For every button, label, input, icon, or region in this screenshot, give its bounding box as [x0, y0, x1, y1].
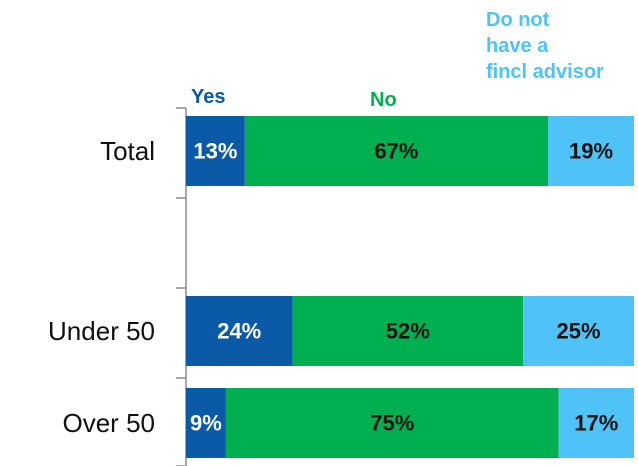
data-label: 9% [190, 411, 222, 436]
data-label: 24% [217, 319, 261, 344]
category-label: Total [100, 136, 155, 166]
data-label: 19% [569, 139, 613, 164]
data-label: 67% [374, 139, 418, 164]
category-label: Over 50 [63, 408, 156, 438]
bar-segment [186, 116, 245, 186]
bar-segment [186, 296, 293, 366]
category-labels: Total Under 50 Over 50 [48, 136, 155, 438]
legend-line: fincl advisor [486, 61, 604, 83]
bar-segment [523, 296, 634, 366]
bars: 13% 67% 19% 24% 52% 25% 9% 75% 17% [186, 116, 634, 458]
bar-segment [186, 388, 226, 458]
legend-line: Do not [486, 9, 550, 31]
legend-yes: Yes [191, 84, 225, 110]
data-label: 52% [386, 319, 430, 344]
data-label: 75% [370, 411, 414, 436]
data-label: 25% [557, 319, 601, 344]
bar-segment [225, 388, 559, 458]
data-label: 13% [193, 139, 237, 164]
legend-line: No [370, 89, 397, 111]
legend-no: No [370, 87, 397, 113]
bar-segment [292, 296, 524, 366]
data-label: 17% [574, 411, 618, 436]
legend-line: Yes [191, 86, 226, 108]
bar-segment [548, 116, 634, 186]
legend-no-advisor: Do not have a fincl advisor [486, 7, 638, 85]
legend-line: have a [486, 35, 549, 57]
axis [176, 107, 187, 466]
category-label: Under 50 [48, 316, 155, 346]
bar-segment [558, 388, 634, 458]
bar-segment [244, 116, 549, 186]
